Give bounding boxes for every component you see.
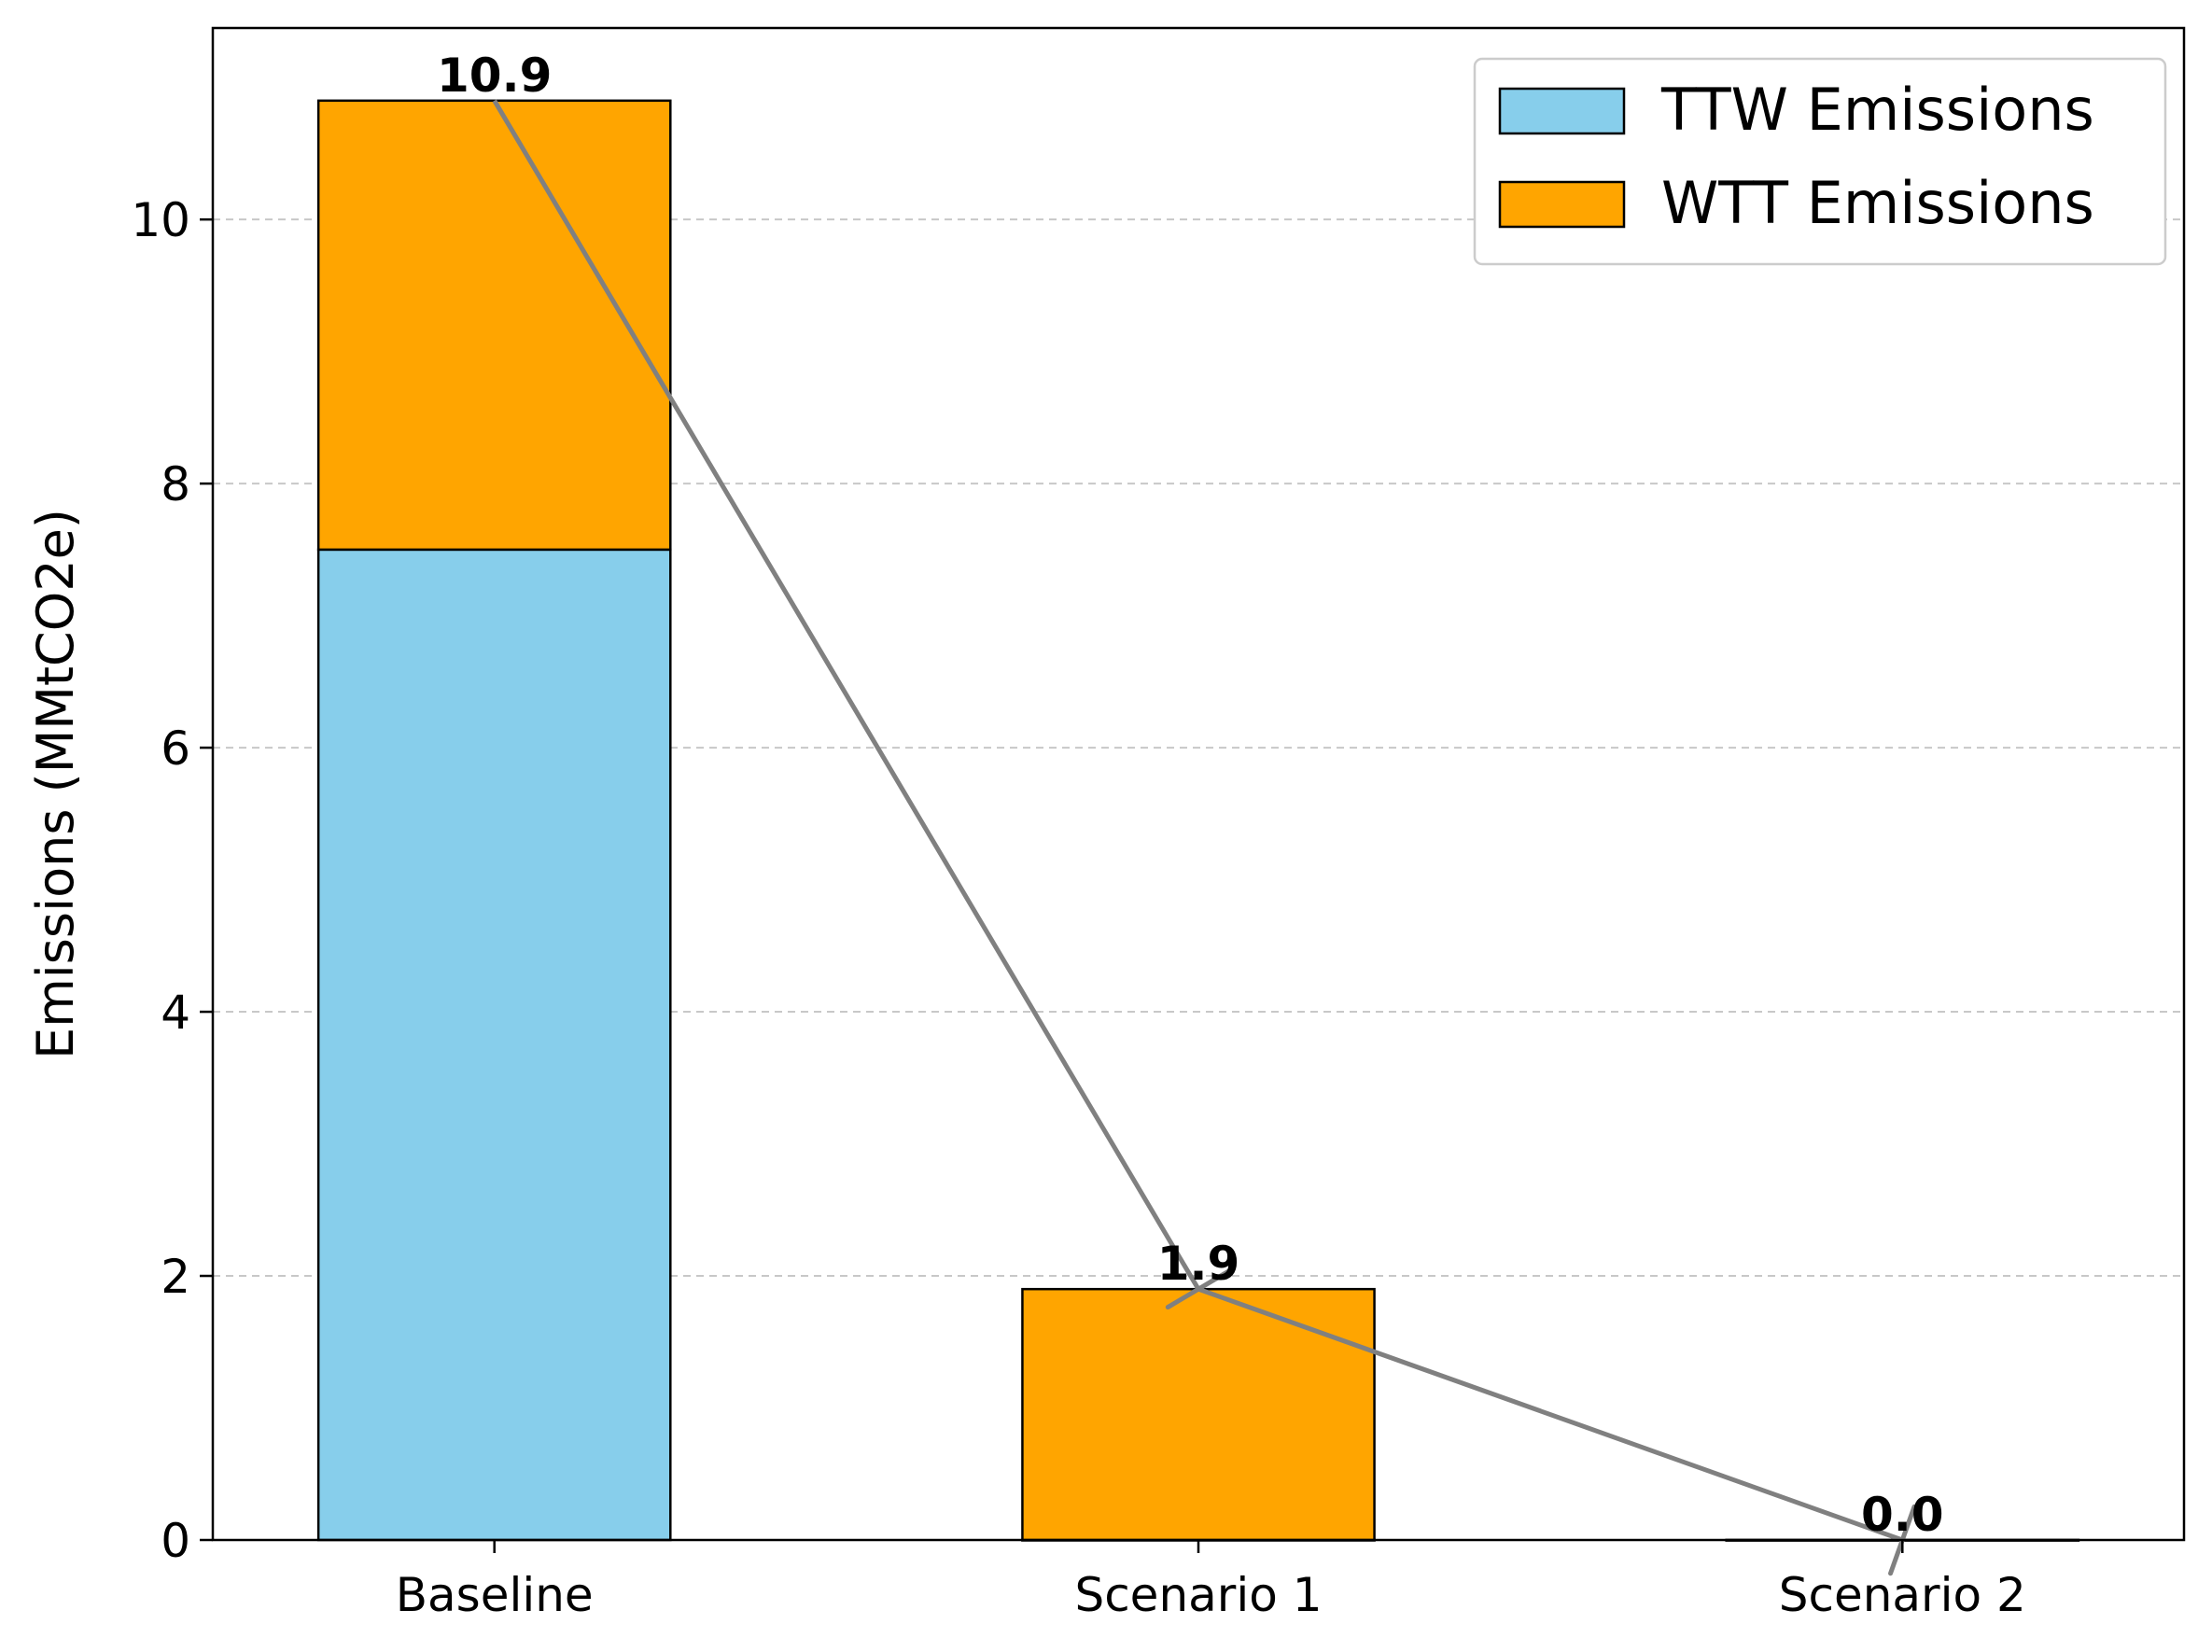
y-axis-label: Emissions (MMtCO2e)	[26, 509, 85, 1059]
x-tick-label: Scenario 1	[1074, 1568, 1322, 1622]
x-tick-label: Baseline	[396, 1568, 594, 1622]
legend-label-0: TTW Emissions	[1660, 76, 2094, 144]
bar-wtt-emissions-1	[1021, 1287, 1376, 1542]
y-tick-label: 8	[161, 457, 190, 511]
total-label-2: 0.0	[1861, 1488, 1944, 1542]
total-label-1: 1.9	[1157, 1237, 1240, 1291]
bar-ttw-emissions-0	[316, 548, 672, 1542]
total-label-0: 10.9	[437, 49, 552, 103]
x-tick-label: Scenario 2	[1779, 1568, 2026, 1622]
y-tick-label: 4	[161, 986, 190, 1040]
legend-swatch-0	[1498, 87, 1626, 135]
legend-swatch-1	[1498, 180, 1626, 229]
legend-box	[1473, 57, 2167, 266]
y-tick-label: 6	[161, 721, 190, 776]
y-tick-label: 10	[131, 193, 190, 247]
legend-label-1: WTT Emissions	[1661, 169, 2094, 237]
trend-marker-1	[1165, 1268, 1232, 1310]
x-axis: Baseline Scenario 1 Scenario 2	[396, 1540, 2026, 1622]
bar-wtt-emissions-0	[316, 99, 672, 552]
data-labels: 10.9 1.9 0.0	[437, 49, 1944, 1542]
legend: TTW Emissions WTT Emissions	[1473, 57, 2167, 266]
y-axis: 0 2 4 6 8 10	[131, 193, 213, 1568]
y-tick-label: 0	[161, 1514, 190, 1568]
y-tick-label: 2	[161, 1250, 190, 1304]
